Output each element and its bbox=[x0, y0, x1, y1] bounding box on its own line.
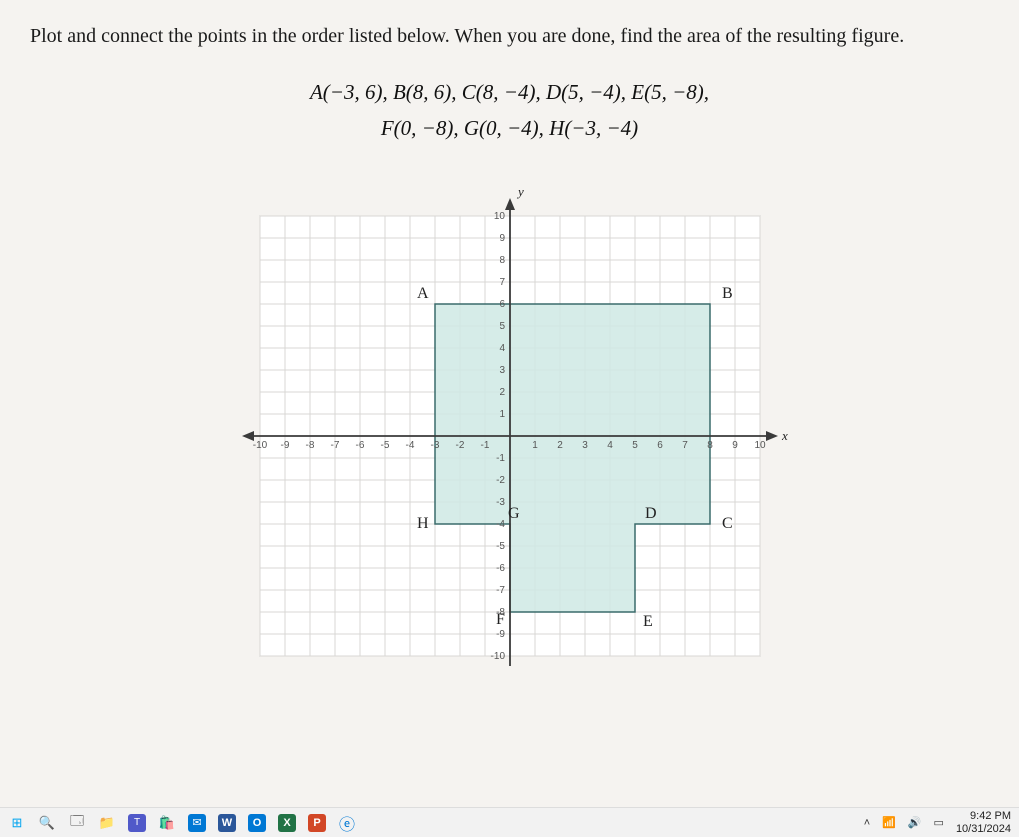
wifi-icon[interactable]: 📶 bbox=[882, 816, 896, 829]
sound-icon[interactable]: 🔊 bbox=[908, 816, 922, 829]
vertex-label-b: B bbox=[722, 285, 733, 302]
y-tick-label: -3 bbox=[496, 497, 505, 508]
x-tick-label: -6 bbox=[355, 440, 364, 451]
y-tick-label: -7 bbox=[496, 585, 505, 596]
y-tick-label: 9 bbox=[499, 233, 505, 244]
x-tick-label: 6 bbox=[657, 440, 663, 451]
system-clock[interactable]: 9:42 PM 10/31/2024 bbox=[956, 810, 1011, 834]
x-tick-label: -10 bbox=[252, 440, 267, 451]
taskbar-left: ⊞ 🔍 🗔 📁 T 🛍️ ✉ W O X P ⓔ bbox=[8, 814, 356, 832]
x-tick-label: 3 bbox=[582, 440, 588, 451]
vertex-label-g: G bbox=[508, 505, 520, 522]
x-tick-label: 2 bbox=[557, 440, 563, 451]
file-explorer-icon[interactable]: 📁 bbox=[98, 814, 116, 832]
y-tick-label: -2 bbox=[496, 475, 505, 486]
points-line-2: F(0, −8), G(0, −4), H(−3, −4) bbox=[30, 111, 989, 147]
y-tick-label: 2 bbox=[499, 387, 505, 398]
outlook-icon[interactable]: O bbox=[248, 814, 266, 832]
y-tick-label: 5 bbox=[499, 321, 505, 332]
task-view-icon[interactable]: 🗔 bbox=[68, 814, 86, 832]
store-icon[interactable]: 🛍️ bbox=[158, 814, 176, 832]
y-tick-label: 10 bbox=[493, 211, 505, 222]
chevron-up-icon[interactable]: ˄ bbox=[864, 817, 870, 829]
y-tick-label: 7 bbox=[499, 277, 505, 288]
x-tick-label: -2 bbox=[455, 440, 464, 451]
x-tick-label: -3 bbox=[430, 440, 439, 451]
x-tick-label: -7 bbox=[330, 440, 339, 451]
vertex-label-e: E bbox=[643, 613, 653, 630]
vertex-label-f: F bbox=[496, 611, 505, 628]
taskbar-right: ˄ 📶 🔊 ▭ 9:42 PM 10/31/2024 bbox=[864, 810, 1011, 834]
y-axis-arrow-up bbox=[505, 198, 515, 210]
points-list: A(−3, 6), B(8, 6), C(8, −4), D(5, −4), E… bbox=[30, 75, 989, 146]
x-tick-label: 4 bbox=[607, 440, 613, 451]
y-tick-label: -6 bbox=[496, 563, 505, 574]
clock-time: 9:42 PM bbox=[956, 810, 1011, 822]
y-axis-label: y bbox=[516, 186, 524, 199]
vertex-label-c: C bbox=[722, 515, 733, 532]
vertex-label-h: H bbox=[417, 515, 429, 532]
instruction-text: Plot and connect the points in the order… bbox=[30, 22, 989, 51]
powerpoint-icon[interactable]: P bbox=[308, 814, 326, 832]
x-tick-label: -8 bbox=[305, 440, 314, 451]
battery-icon[interactable]: ▭ bbox=[934, 816, 944, 829]
x-tick-label: -5 bbox=[380, 440, 389, 451]
x-tick-label: 9 bbox=[732, 440, 738, 451]
y-tick-label: 3 bbox=[499, 365, 505, 376]
edge-icon[interactable]: ⓔ bbox=[338, 814, 356, 832]
y-tick-label: 4 bbox=[499, 343, 505, 354]
excel-icon[interactable]: X bbox=[278, 814, 296, 832]
x-tick-label: -1 bbox=[480, 440, 489, 451]
word-icon[interactable]: W bbox=[218, 814, 236, 832]
x-axis-label: x bbox=[781, 428, 788, 443]
teams-icon[interactable]: T bbox=[128, 814, 146, 832]
vertex-label-a: A bbox=[417, 285, 429, 302]
clock-date: 10/31/2024 bbox=[956, 823, 1011, 835]
x-tick-label: 5 bbox=[632, 440, 638, 451]
y-tick-label: -4 bbox=[496, 519, 505, 530]
y-tick-label: 8 bbox=[499, 255, 505, 266]
taskbar: ⊞ 🔍 🗔 📁 T 🛍️ ✉ W O X P ⓔ ˄ 📶 🔊 ▭ 9:42 PM… bbox=[0, 807, 1019, 837]
y-tick-label: -5 bbox=[496, 541, 505, 552]
points-line-1: A(−3, 6), B(8, 6), C(8, −4), D(5, −4), E… bbox=[30, 75, 989, 111]
y-tick-label: 1 bbox=[499, 409, 505, 420]
vertex-label-d: D bbox=[645, 505, 657, 522]
x-axis-arrow-right bbox=[766, 431, 778, 441]
x-tick-label: -4 bbox=[405, 440, 414, 451]
x-tick-label: -9 bbox=[280, 440, 289, 451]
y-tick-label: -1 bbox=[496, 453, 505, 464]
search-icon[interactable]: 🔍 bbox=[38, 814, 56, 832]
coordinate-plane: -10-9-8-7-6-5-4-3-2-112345678910-10-9-8-… bbox=[230, 186, 790, 686]
mail-icon[interactable]: ✉ bbox=[188, 814, 206, 832]
y-tick-label: 6 bbox=[499, 299, 505, 310]
x-tick-label: 7 bbox=[682, 440, 688, 451]
start-icon[interactable]: ⊞ bbox=[8, 814, 26, 832]
x-tick-label: 1 bbox=[532, 440, 538, 451]
x-tick-label: 10 bbox=[754, 440, 766, 451]
y-tick-label: -9 bbox=[496, 629, 505, 640]
y-tick-label: -10 bbox=[490, 651, 505, 662]
x-tick-label: 8 bbox=[707, 440, 713, 451]
